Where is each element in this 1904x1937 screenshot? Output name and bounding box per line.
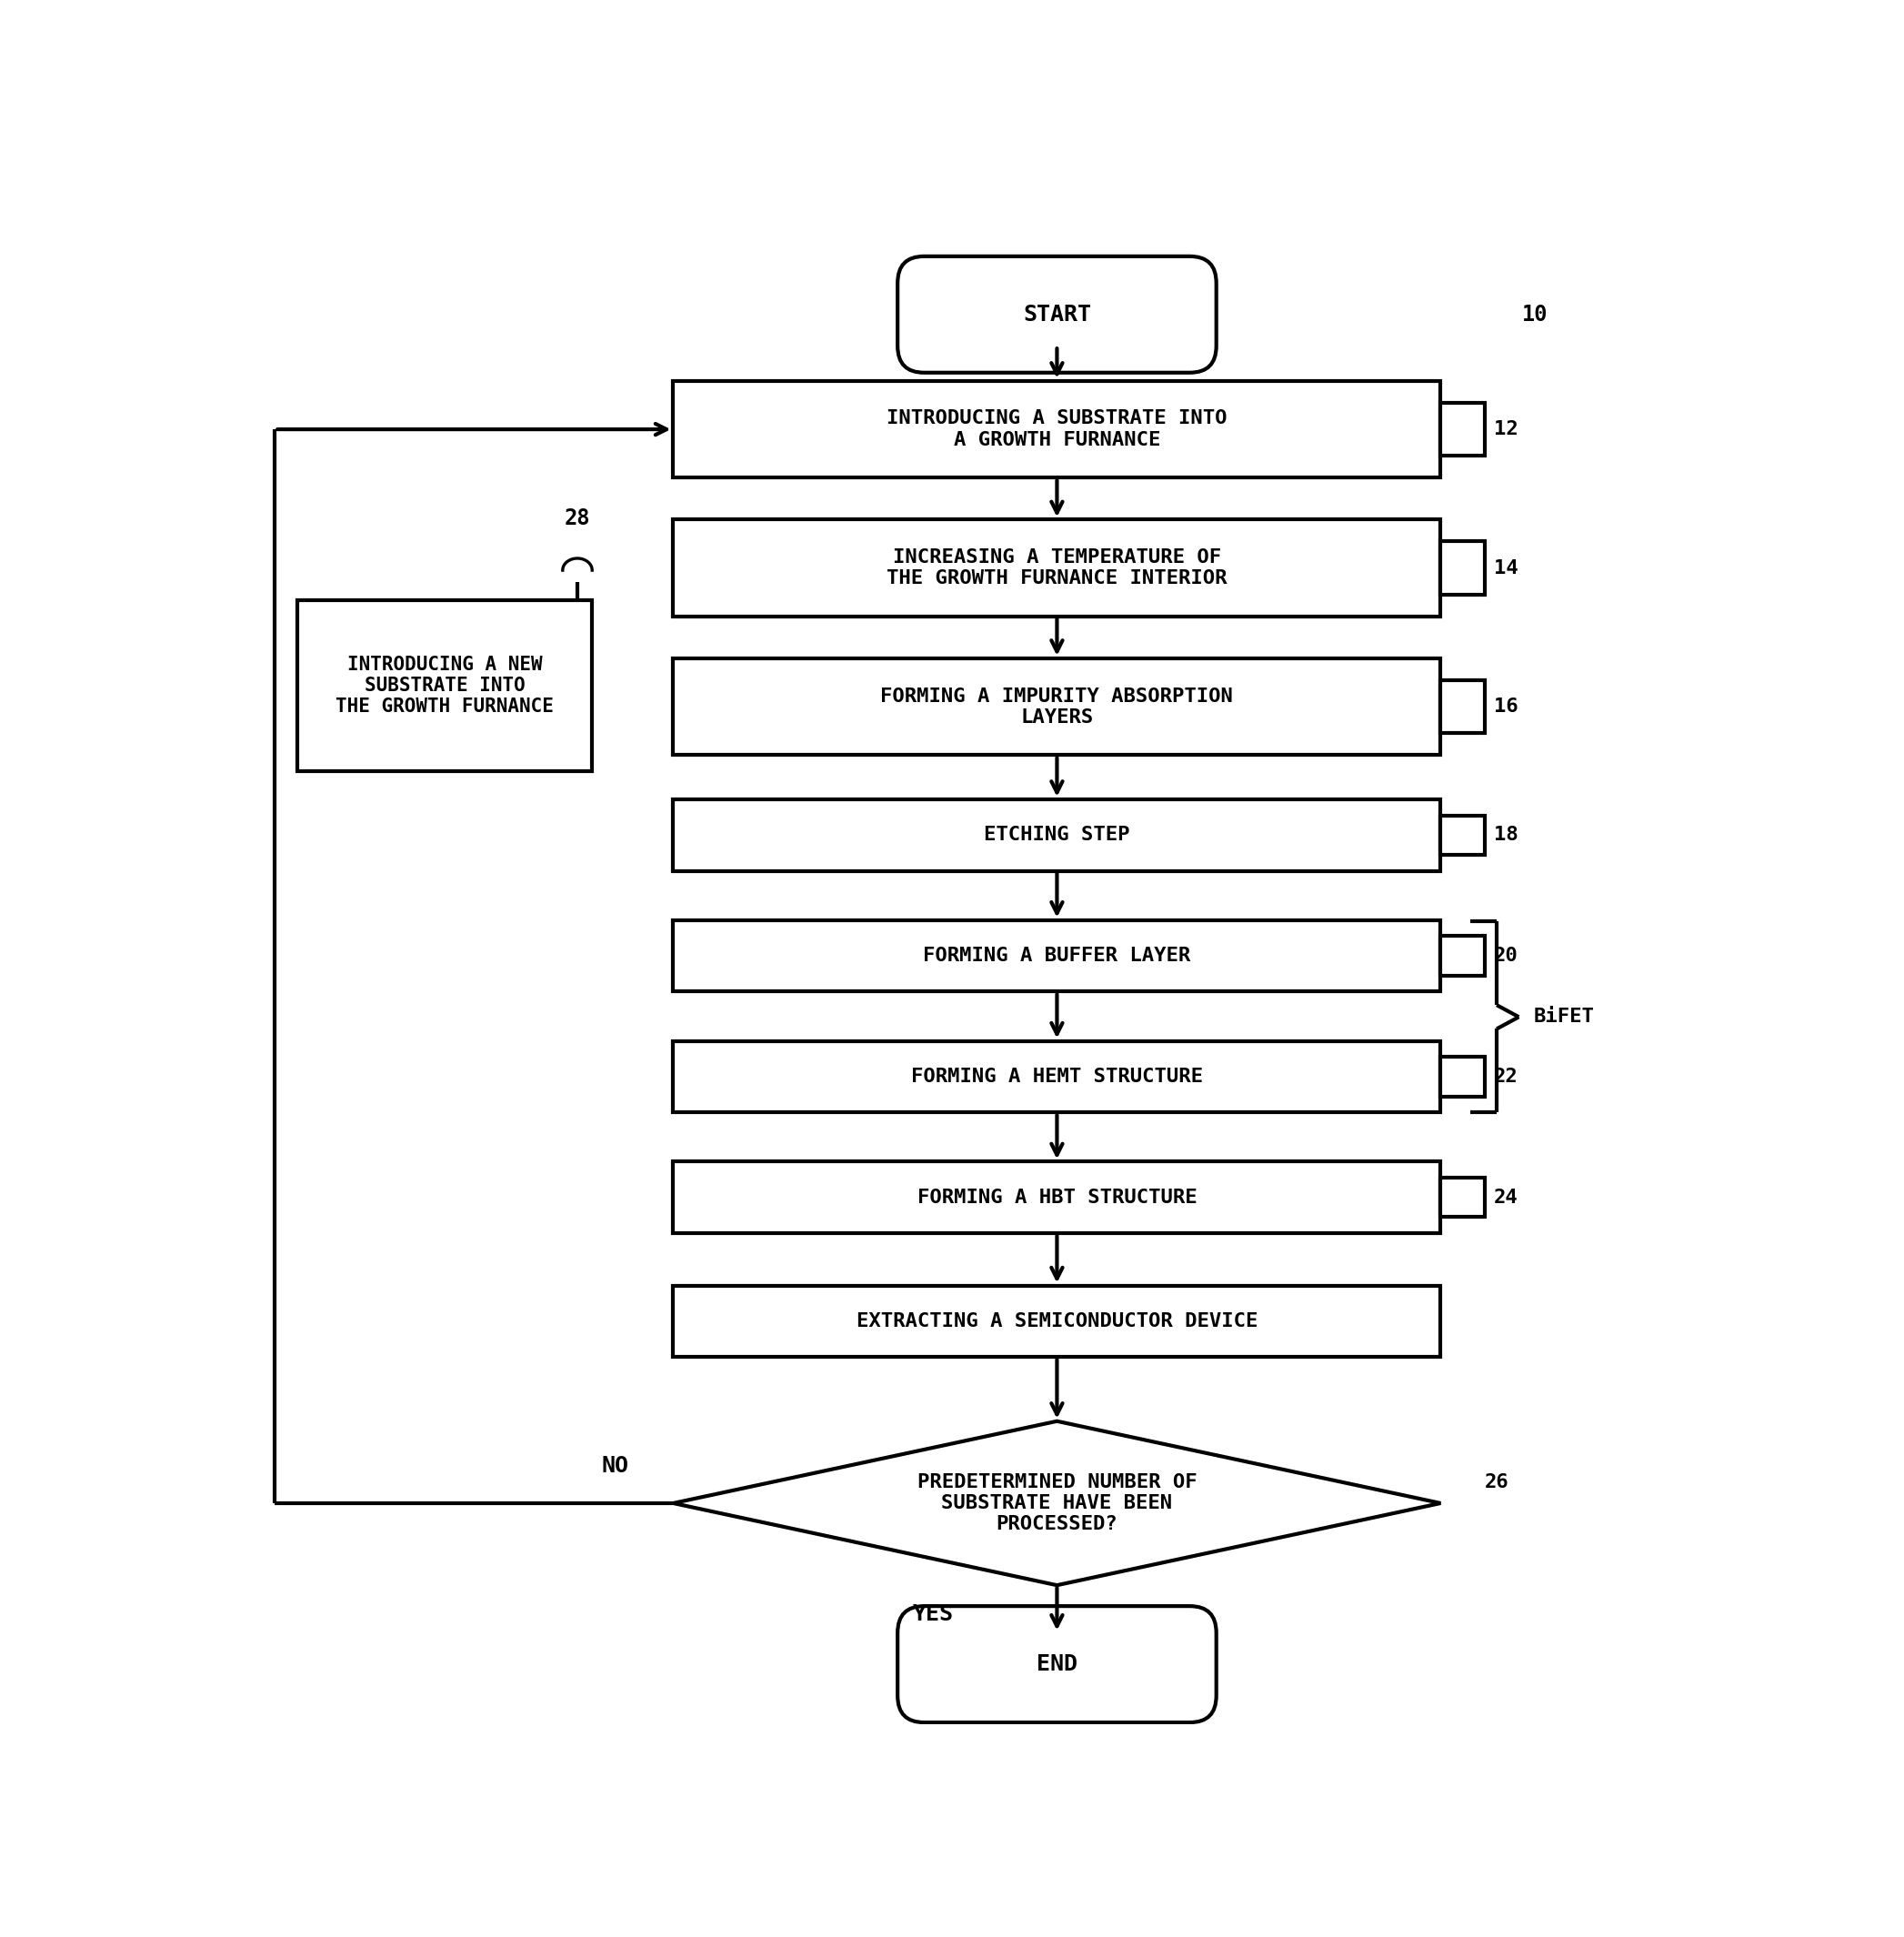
Text: 12: 12 bbox=[1495, 420, 1517, 438]
Text: INTRODUCING A NEW
SUBSTRATE INTO
THE GROWTH FURNANCE: INTRODUCING A NEW SUBSTRATE INTO THE GRO… bbox=[335, 655, 554, 717]
Bar bbox=[674, 659, 1441, 755]
FancyBboxPatch shape bbox=[897, 256, 1217, 372]
Text: 18: 18 bbox=[1495, 825, 1517, 845]
Text: 22: 22 bbox=[1495, 1067, 1517, 1087]
Bar bbox=[674, 382, 1441, 478]
Bar bbox=[1441, 680, 1485, 734]
Text: 28: 28 bbox=[564, 507, 590, 529]
Bar bbox=[674, 920, 1441, 992]
Text: FORMING A HEMT STRUCTURE: FORMING A HEMT STRUCTURE bbox=[910, 1067, 1203, 1087]
Text: YES: YES bbox=[912, 1604, 954, 1625]
FancyBboxPatch shape bbox=[897, 1606, 1217, 1722]
Bar bbox=[674, 800, 1441, 872]
Text: END: END bbox=[1036, 1654, 1078, 1676]
Bar bbox=[297, 600, 592, 771]
Bar bbox=[1441, 936, 1485, 976]
Text: 14: 14 bbox=[1495, 560, 1517, 577]
Bar bbox=[674, 1040, 1441, 1112]
Polygon shape bbox=[674, 1422, 1441, 1584]
Text: INCREASING A TEMPERATURE OF
THE GROWTH FURNANCE INTERIOR: INCREASING A TEMPERATURE OF THE GROWTH F… bbox=[887, 548, 1228, 587]
Text: FORMING A BUFFER LAYER: FORMING A BUFFER LAYER bbox=[923, 947, 1190, 965]
Text: 20: 20 bbox=[1495, 947, 1517, 965]
Bar bbox=[674, 1162, 1441, 1234]
Bar bbox=[674, 519, 1441, 616]
Bar bbox=[1441, 1178, 1485, 1216]
Text: 26: 26 bbox=[1485, 1474, 1510, 1491]
Text: START: START bbox=[1022, 304, 1091, 325]
Text: PREDETERMINED NUMBER OF
SUBSTRATE HAVE BEEN
PROCESSED?: PREDETERMINED NUMBER OF SUBSTRATE HAVE B… bbox=[918, 1472, 1198, 1534]
Bar bbox=[674, 1286, 1441, 1358]
Text: EXTRACTING A SEMICONDUCTOR DEVICE: EXTRACTING A SEMICONDUCTOR DEVICE bbox=[857, 1311, 1259, 1331]
Bar bbox=[1441, 403, 1485, 455]
Text: 10: 10 bbox=[1521, 304, 1548, 325]
Text: ETCHING STEP: ETCHING STEP bbox=[984, 825, 1129, 845]
Text: FORMING A HBT STRUCTURE: FORMING A HBT STRUCTURE bbox=[918, 1187, 1198, 1207]
Text: FORMING A IMPURITY ABSORPTION
LAYERS: FORMING A IMPURITY ABSORPTION LAYERS bbox=[882, 688, 1234, 726]
Text: INTRODUCING A SUBSTRATE INTO
A GROWTH FURNANCE: INTRODUCING A SUBSTRATE INTO A GROWTH FU… bbox=[887, 409, 1228, 449]
Text: 24: 24 bbox=[1495, 1187, 1517, 1207]
Text: BiFET: BiFET bbox=[1533, 1007, 1594, 1027]
Bar bbox=[1441, 815, 1485, 854]
Bar bbox=[1441, 1058, 1485, 1096]
Text: NO: NO bbox=[602, 1455, 628, 1476]
Bar bbox=[1441, 540, 1485, 595]
Text: 16: 16 bbox=[1495, 697, 1517, 717]
